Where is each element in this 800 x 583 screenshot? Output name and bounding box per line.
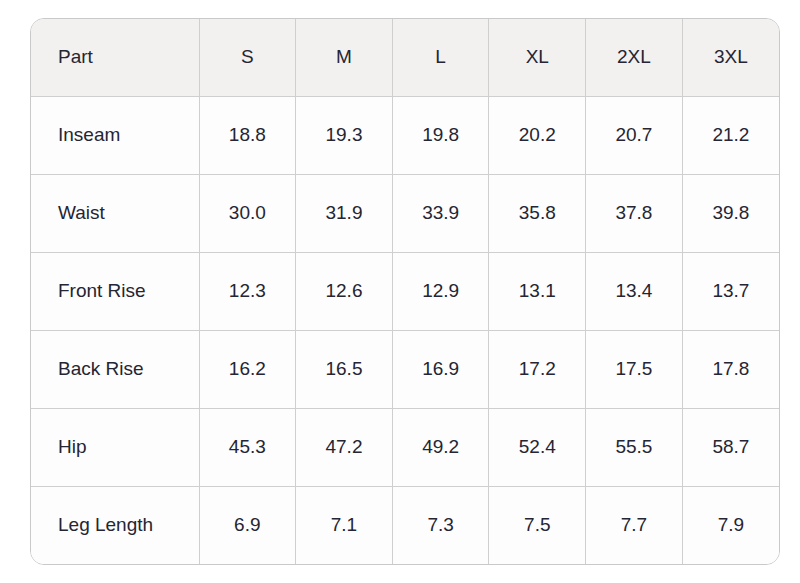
table-cell: 58.7: [682, 408, 779, 486]
table-cell: 7.1: [296, 486, 393, 564]
table-cell: 55.5: [586, 408, 683, 486]
table-cell: 13.4: [586, 252, 683, 330]
table-cell: 12.9: [392, 252, 489, 330]
column-header-l: L: [392, 19, 489, 96]
table-cell: 39.8: [682, 174, 779, 252]
table-row: Inseam 18.8 19.3 19.8 20.2 20.7 21.2: [31, 96, 779, 174]
size-chart: Part S M L XL 2XL 3XL Inseam 18.8 19.3 1…: [31, 19, 779, 564]
column-header-m: M: [296, 19, 393, 96]
table-cell: 19.8: [392, 96, 489, 174]
table-cell: 12.6: [296, 252, 393, 330]
row-label: Leg Length: [31, 486, 199, 564]
size-chart-table: Part S M L XL 2XL 3XL Inseam 18.8 19.3 1…: [30, 18, 780, 565]
row-label: Hip: [31, 408, 199, 486]
table-cell: 17.2: [489, 330, 586, 408]
table-cell: 12.3: [199, 252, 296, 330]
table-cell: 16.5: [296, 330, 393, 408]
column-header-xl: XL: [489, 19, 586, 96]
table-cell: 30.0: [199, 174, 296, 252]
table-cell: 20.7: [586, 96, 683, 174]
column-header-3xl: 3XL: [682, 19, 779, 96]
table-cell: 16.9: [392, 330, 489, 408]
table-cell: 6.9: [199, 486, 296, 564]
table-cell: 45.3: [199, 408, 296, 486]
table-cell: 17.8: [682, 330, 779, 408]
table-cell: 7.7: [586, 486, 683, 564]
table-row: Hip 45.3 47.2 49.2 52.4 55.5 58.7: [31, 408, 779, 486]
table-cell: 7.9: [682, 486, 779, 564]
table-cell: 13.7: [682, 252, 779, 330]
table-row: Leg Length 6.9 7.1 7.3 7.5 7.7 7.9: [31, 486, 779, 564]
table-row: Waist 30.0 31.9 33.9 35.8 37.8 39.8: [31, 174, 779, 252]
table-cell: 7.5: [489, 486, 586, 564]
column-header-part: Part: [31, 19, 199, 96]
table-cell: 16.2: [199, 330, 296, 408]
table-row: Front Rise 12.3 12.6 12.9 13.1 13.4 13.7: [31, 252, 779, 330]
row-label: Waist: [31, 174, 199, 252]
row-label: Inseam: [31, 96, 199, 174]
table-cell: 21.2: [682, 96, 779, 174]
table-cell: 47.2: [296, 408, 393, 486]
column-header-2xl: 2XL: [586, 19, 683, 96]
table-cell: 31.9: [296, 174, 393, 252]
table-cell: 33.9: [392, 174, 489, 252]
header-row: Part S M L XL 2XL 3XL: [31, 19, 779, 96]
table-cell: 20.2: [489, 96, 586, 174]
table-cell: 18.8: [199, 96, 296, 174]
table-cell: 7.3: [392, 486, 489, 564]
table-cell: 19.3: [296, 96, 393, 174]
row-label: Back Rise: [31, 330, 199, 408]
table-cell: 52.4: [489, 408, 586, 486]
table-cell: 49.2: [392, 408, 489, 486]
column-header-s: S: [199, 19, 296, 96]
table-row: Back Rise 16.2 16.5 16.9 17.2 17.5 17.8: [31, 330, 779, 408]
table-cell: 17.5: [586, 330, 683, 408]
row-label: Front Rise: [31, 252, 199, 330]
table-cell: 37.8: [586, 174, 683, 252]
table-cell: 35.8: [489, 174, 586, 252]
table-cell: 13.1: [489, 252, 586, 330]
